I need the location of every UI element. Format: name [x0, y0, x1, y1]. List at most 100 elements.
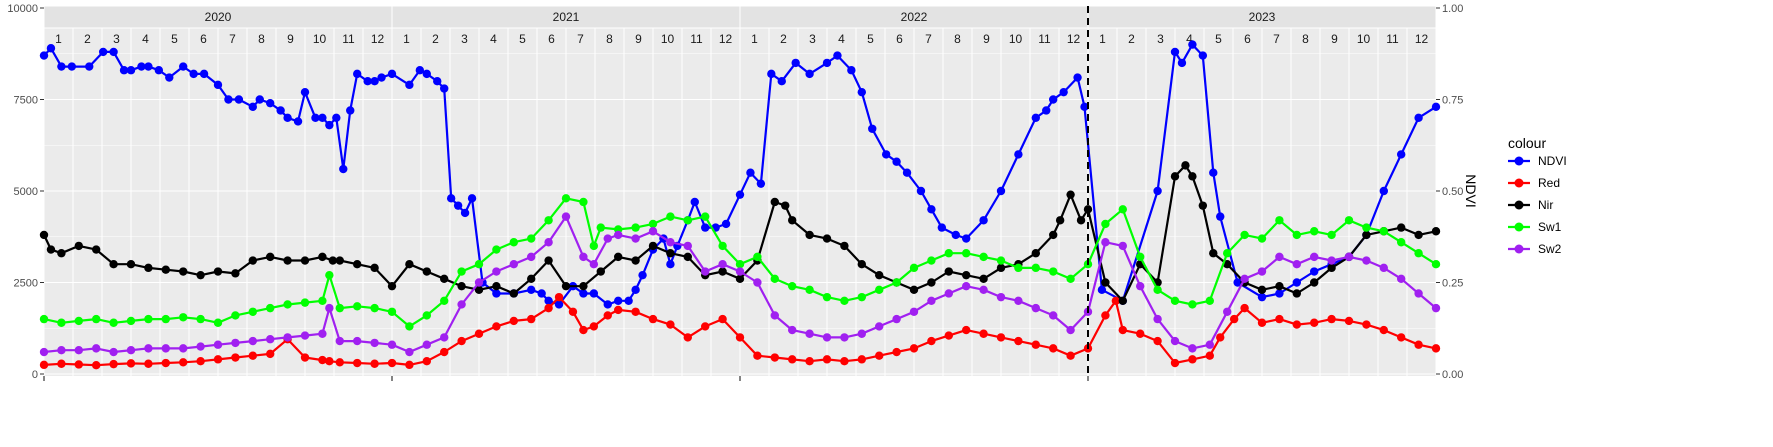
data-point-sw1 [1031, 263, 1041, 273]
data-point-ndvi [1073, 73, 1082, 82]
data-point-ndvi [325, 120, 334, 130]
month-label: 4 [142, 32, 149, 46]
data-point-red [909, 344, 919, 353]
data-point-ndvi [266, 98, 275, 108]
data-point-sw1 [544, 216, 553, 225]
data-point-red [568, 307, 578, 316]
data-point-nir [509, 289, 518, 298]
data-point-sw2 [875, 322, 884, 331]
year-label: 2021 [553, 10, 580, 24]
data-point-red [1431, 344, 1441, 353]
month-label: 6 [200, 32, 207, 46]
data-point-ndvi [467, 194, 477, 203]
y-right-tick-label: 0.25 [1442, 278, 1463, 290]
data-point-red [1275, 314, 1284, 324]
data-point-ndvi [631, 285, 640, 295]
data-point-red [1153, 336, 1162, 346]
data-point-sw2 [1344, 252, 1354, 262]
data-point-sw1 [1431, 260, 1441, 269]
data-point-nir [1257, 285, 1267, 295]
data-point-sw2 [1014, 296, 1023, 305]
data-point-ndvi [224, 95, 233, 104]
data-point-nir [805, 230, 814, 240]
data-point-sw2 [440, 333, 449, 342]
month-label: 5 [171, 32, 178, 46]
data-point-red [1327, 314, 1336, 324]
data-point-nir [909, 285, 919, 295]
data-point-sw2 [1101, 238, 1110, 247]
legend-label: Nir [1538, 198, 1553, 212]
data-point-sw2 [248, 336, 257, 346]
data-point-nir [1327, 263, 1336, 273]
month-label: 10 [313, 32, 327, 46]
data-point-red [1310, 318, 1319, 327]
data-point-red [589, 322, 599, 331]
data-point-sw1 [92, 314, 101, 324]
data-point-red [579, 325, 588, 335]
data-point-nir [544, 256, 553, 265]
data-point-sw2 [718, 260, 727, 269]
data-point-nir [1292, 289, 1302, 298]
month-label: 8 [606, 32, 613, 46]
data-point-sw2 [1414, 289, 1423, 298]
y-left-tick-label: 10000 [7, 3, 38, 15]
data-point-ndvi [1031, 113, 1041, 123]
legend-label: Red [1538, 176, 1560, 190]
data-point-ndvi [67, 62, 77, 71]
data-point-nir [1101, 278, 1110, 287]
data-point-red [144, 359, 153, 368]
data-point-ndvi [767, 69, 776, 79]
data-point-sw2 [1118, 241, 1128, 251]
month-label: 6 [1244, 32, 1251, 46]
y-left-tick-label: 5000 [14, 186, 38, 198]
series-layer [39, 40, 1441, 370]
data-point-ndvi [1014, 150, 1023, 159]
y-left-tick-label: 0 [32, 369, 38, 381]
data-point-sw1 [770, 274, 779, 284]
legend-key-point [1514, 200, 1524, 210]
data-point-sw1 [144, 314, 153, 324]
data-point-nir [1275, 281, 1284, 291]
data-point-red [927, 336, 936, 346]
data-point-nir [1031, 249, 1041, 258]
month-label: 1 [55, 32, 62, 46]
data-point-sw1 [788, 281, 797, 291]
data-point-nir [1049, 230, 1058, 240]
legend-label: Sw2 [1538, 242, 1562, 256]
data-point-nir [1066, 190, 1075, 199]
data-point-ndvi [1233, 278, 1242, 287]
data-point-ndvi [46, 44, 56, 53]
month-label: 5 [1215, 32, 1222, 46]
data-point-nir [996, 263, 1006, 273]
month-label: 4 [490, 32, 497, 46]
data-point-sw2 [735, 267, 745, 276]
data-point-sw2 [1136, 281, 1145, 291]
data-point-red [1216, 333, 1225, 342]
data-point-ndvi [492, 289, 501, 298]
data-point-sw2 [909, 307, 919, 316]
data-point-red [1362, 320, 1371, 329]
data-point-sw2 [1379, 263, 1389, 273]
data-point-ndvi [1216, 212, 1225, 221]
data-point-ndvi [868, 124, 877, 133]
data-point-nir [561, 281, 571, 291]
legend-key-point [1514, 178, 1524, 188]
data-point-red [1379, 325, 1389, 335]
year-label: 2020 [205, 10, 232, 24]
data-point-ndvi [370, 77, 379, 86]
data-point-sw2 [387, 340, 397, 349]
data-point-ndvi [554, 300, 564, 309]
data-point-ndvi [1310, 267, 1319, 276]
data-point-ndvi [1059, 87, 1068, 97]
data-point-sw1 [631, 223, 640, 232]
month-label: 3 [461, 32, 468, 46]
data-point-sw1 [405, 322, 414, 331]
data-point-ndvi [996, 186, 1006, 196]
data-point-nir [781, 201, 790, 210]
data-point-red [554, 292, 564, 302]
data-point-sw2 [318, 329, 327, 338]
data-point-sw1 [996, 256, 1006, 265]
data-point-red [1118, 325, 1128, 335]
